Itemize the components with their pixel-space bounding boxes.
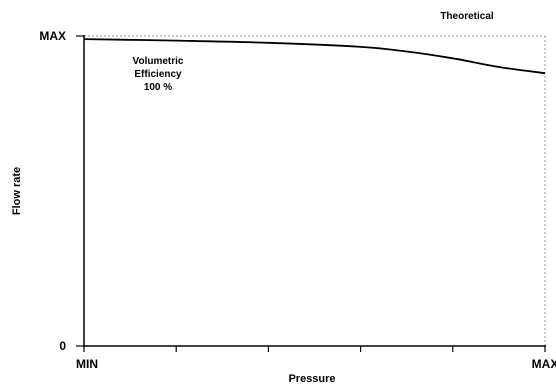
volumetric-label: Volumetric: [133, 56, 184, 67]
x-tick-label: MAX: [532, 357, 556, 371]
volumetric-efficiency-curve: [83, 38, 546, 75]
theoretical-label: Theoretical: [440, 11, 494, 22]
x-tick-label: MIN: [76, 357, 98, 371]
efficiency-label: Efficiency: [134, 69, 182, 80]
y-ticks: 0 MAX: [39, 29, 84, 353]
x-ticks: MIN MAX: [76, 346, 556, 371]
efficiency-percent-label: 100 %: [144, 82, 172, 93]
y-tick-label: MAX: [39, 29, 66, 43]
y-tick-label: 0: [59, 339, 66, 353]
y-axis-title: Flow rate: [11, 167, 23, 215]
x-axis-title: Pressure: [288, 373, 335, 385]
